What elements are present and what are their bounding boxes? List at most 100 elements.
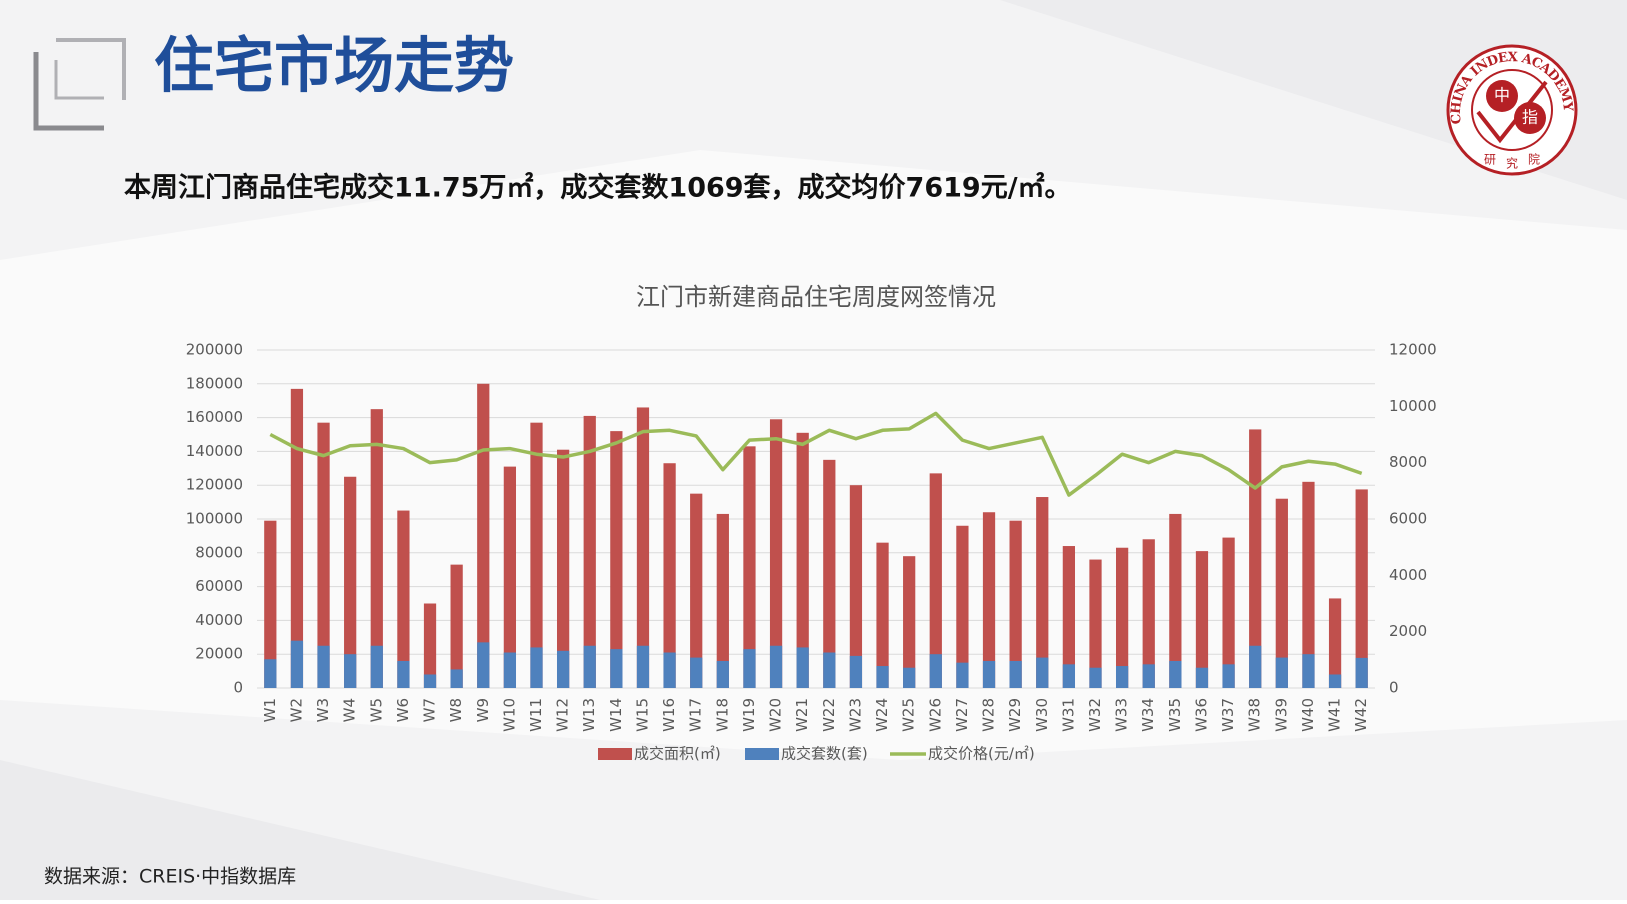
bar: [477, 383, 490, 688]
x-tick-label: W31: [1059, 698, 1077, 732]
bar: [716, 660, 729, 688]
bar: [503, 652, 517, 688]
x-tick-label: W19: [740, 698, 758, 732]
logo: CHINA INDEX ACADEMY 中 指 研 究 院: [1446, 44, 1578, 176]
x-tick-label: W17: [687, 698, 705, 732]
background-shape: [0, 760, 600, 900]
y-tick-label: 200000: [186, 341, 243, 359]
logo-dot: [1486, 80, 1518, 112]
logo-check: [1476, 80, 1548, 144]
bar: [1355, 489, 1368, 688]
bar: [690, 493, 703, 688]
bar: [450, 669, 463, 688]
x-tick-label: W18: [713, 698, 731, 732]
x-tick-label: W5: [367, 698, 385, 722]
bar: [796, 432, 809, 688]
bar: [1089, 559, 1102, 688]
legend-swatch: [598, 748, 632, 760]
bar: [743, 649, 756, 688]
bar: [956, 525, 969, 688]
y-tick-label: 80000: [195, 543, 243, 561]
bar: [716, 513, 729, 688]
page-title: 住宅市场走势: [154, 32, 514, 102]
y2-tick-label: 10000: [1389, 397, 1437, 415]
line: [269, 411, 1363, 497]
x-tick-label: W40: [1299, 698, 1317, 732]
bar: [1142, 539, 1155, 688]
bar: [1328, 674, 1342, 688]
bar: [903, 556, 916, 688]
bar: [610, 431, 623, 688]
y-tick-label: 160000: [186, 408, 243, 426]
x-tick-label: W39: [1272, 698, 1290, 732]
summary: 本周江门商品住宅成交11.75万㎡，成交套数1069套，成交均价7619元/㎡。: [124, 172, 1072, 204]
bar: [903, 667, 916, 688]
x-tick-label: W26: [926, 698, 944, 732]
x-tick-label: W28: [980, 698, 998, 732]
legend-label: 成交价格(元/㎡): [928, 745, 1035, 763]
bar: [1195, 551, 1209, 688]
bar: [956, 662, 969, 688]
bar: [1169, 660, 1182, 688]
bar: [929, 473, 942, 688]
bar: [583, 645, 596, 688]
bar: [929, 654, 942, 688]
legend-label: 成交面积(㎡): [634, 745, 721, 763]
x-tick-label: W24: [873, 698, 891, 732]
y2-tick-label: 0: [1389, 679, 1399, 697]
y-tick-label: 140000: [186, 442, 243, 460]
header-icon: [54, 60, 104, 100]
bar: [663, 463, 676, 688]
bar: [876, 542, 889, 688]
y2-tick-label: 8000: [1389, 453, 1427, 471]
x-tick-label: W4: [341, 698, 359, 722]
bar: [370, 409, 383, 688]
x-tick-label: W42: [1352, 698, 1370, 732]
bar: [556, 650, 570, 688]
x-tick-label: W11: [527, 698, 545, 732]
y-tick-label: 180000: [186, 374, 243, 392]
x-tick-label: W27: [953, 698, 971, 732]
x-tick-label: W10: [500, 698, 518, 732]
bar: [1275, 498, 1288, 688]
y2-tick-label: 2000: [1389, 622, 1427, 640]
bar: [769, 419, 783, 688]
bar: [317, 422, 330, 688]
bar: [503, 466, 517, 688]
bar: [290, 640, 304, 688]
bar: [344, 654, 357, 688]
bar: [982, 512, 996, 688]
bar: [1275, 657, 1288, 688]
source: 数据来源：CREIS·中指数据库: [44, 866, 296, 888]
bar: [1249, 645, 1262, 688]
logo-char: 中: [1494, 86, 1510, 105]
bar: [1062, 546, 1076, 688]
x-tick-label: W1: [261, 698, 279, 722]
x-tick-label: W9: [474, 698, 492, 722]
bar: [530, 422, 543, 688]
x-tick-label: W2: [287, 698, 305, 722]
x-tick-label: W38: [1246, 698, 1264, 732]
bar: [556, 449, 570, 688]
logo-char: 究: [1506, 156, 1518, 171]
chart-title: 江门市新建商品住宅周度网签情况: [636, 283, 996, 311]
x-tick-label: W7: [421, 698, 439, 722]
bar: [663, 652, 676, 688]
legend-label: 成交套数(套): [781, 745, 868, 763]
bar: [530, 647, 543, 688]
x-tick-label: W16: [660, 698, 678, 732]
bar: [397, 660, 410, 688]
bar: [1142, 664, 1155, 688]
bar: [1036, 497, 1049, 688]
bar: [1036, 657, 1049, 688]
bar: [610, 649, 623, 688]
y2-tick-label: 4000: [1389, 566, 1427, 584]
y-tick-label: 40000: [195, 611, 243, 629]
x-tick-label: W35: [1166, 698, 1184, 732]
bar: [423, 603, 437, 688]
x-tick-label: W15: [633, 698, 651, 732]
bar: [982, 660, 996, 688]
bar: [1062, 664, 1076, 688]
y-tick-label: 120000: [186, 476, 243, 494]
y-tick-label: 20000: [195, 645, 243, 663]
